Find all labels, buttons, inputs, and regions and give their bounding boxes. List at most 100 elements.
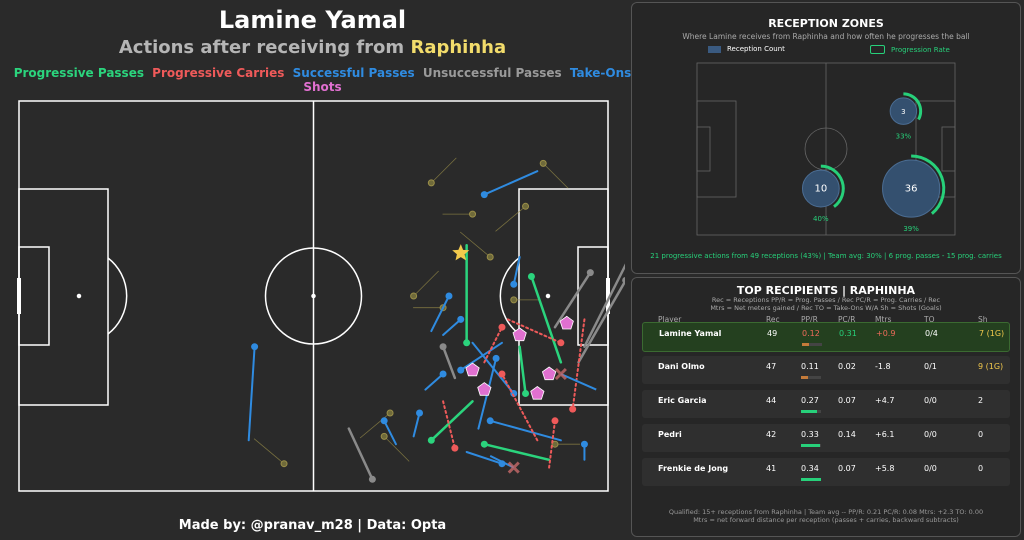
successful-pass-line [383, 419, 397, 446]
progressive-pass-end [522, 390, 530, 397]
zone-rate-label: 40% [813, 215, 829, 223]
shot-marker [465, 362, 480, 377]
zones-legend-rate: Progression Rate [870, 45, 950, 54]
zones-pitch: 3 33% 10 40% 36 39% [696, 62, 956, 236]
centre-spot [311, 293, 316, 299]
cell-to: 0/0 [924, 396, 937, 405]
reception-point [280, 460, 288, 468]
reception-point [386, 409, 394, 417]
ppr-bar-fill [801, 478, 821, 481]
unsuccessful-pass-line [583, 263, 625, 348]
recipients-footer-1: Qualified: 15+ receptions from Raphinha … [668, 508, 984, 516]
cell-pcr: 0.07 [838, 464, 856, 473]
cell-to: 0/4 [925, 329, 938, 338]
col-to: TO [924, 315, 935, 324]
cell-player: Lamine Yamal [659, 329, 722, 338]
cell-rec: 44 [766, 396, 777, 405]
cell-player: Pedri [658, 430, 682, 439]
cell-sh: 2 [978, 396, 984, 405]
ppr-bar-fill [801, 376, 808, 379]
recipients-note-1: Rec = Receptions PP/R = Prog. Passes / R… [711, 296, 941, 304]
successful-pass-line [247, 345, 256, 442]
cell-mtrs: -1.8 [875, 362, 891, 371]
unsuccessful-pass-end [586, 269, 594, 277]
cell-ppr: 0.34 [801, 464, 819, 473]
shot-marker [477, 382, 492, 396]
successful-pass-end [445, 292, 453, 300]
ppr-bar-fill [802, 343, 810, 346]
progressive-carry-line [500, 373, 539, 442]
progressive-carry-line [571, 318, 586, 411]
unsuccessful-pass-line [577, 279, 625, 364]
zone-bubble [889, 97, 918, 125]
cell-sh: 0 [978, 430, 984, 439]
progressive-pass-line [518, 345, 527, 395]
reception-line [542, 163, 569, 189]
cell-mtrs: +6.1 [875, 430, 895, 439]
progressive-carry-line [506, 318, 562, 344]
zones-summary: 21 progressive actions from 49 reception… [650, 252, 1002, 260]
legend-take-ons: Take-Ons [569, 66, 632, 80]
reception-zones-panel: RECEPTION ZONES Where Lamine receives fr… [631, 2, 1021, 274]
subtitle-highlight: Raphinha [410, 37, 507, 58]
unsuccessful-pass-end [622, 276, 625, 284]
unsuccessful-pass-line [347, 427, 374, 481]
progressive-carry-end [498, 323, 506, 331]
successful-pass-line [483, 170, 539, 196]
cell-ppr: 0.33 [801, 430, 819, 439]
successful-pass-line [465, 451, 503, 465]
cell-player: Dani Olmo [658, 362, 705, 371]
cell-sh: 0 [978, 464, 984, 473]
successful-pass-line [430, 295, 450, 333]
cell-sh: 7 (1G) [979, 329, 1005, 338]
zone-count-label: 10 [814, 184, 827, 195]
zone-rate-arc [820, 164, 845, 208]
progressive-carry-line [442, 400, 456, 450]
reception-point [510, 296, 518, 304]
cell-mtrs: +0.9 [876, 329, 896, 338]
take-on-cross [554, 367, 567, 381]
reception-point [486, 253, 494, 261]
progressive-carry-end [451, 444, 459, 452]
shot-marker [541, 366, 557, 381]
centre-circle [264, 247, 363, 345]
zones-legend-count: Reception Count [708, 45, 785, 53]
reception-point [469, 210, 477, 218]
cell-rec: 41 [766, 464, 777, 473]
pitch-chart [17, 100, 625, 492]
cell-pcr: 0.14 [838, 430, 856, 439]
progressive-pass-line [530, 275, 563, 364]
unsuccessful-pass-line [441, 345, 457, 380]
reception-line [383, 436, 410, 462]
take-on-line [560, 373, 597, 391]
cell-to: 0/0 [924, 464, 937, 473]
cell-player: Frenkie de Jong [658, 464, 729, 473]
reception-point [522, 202, 530, 210]
progressive-pass-end [427, 436, 435, 444]
ppr-bar-track [802, 343, 822, 346]
progressive-carry-line [483, 326, 503, 364]
table-row: Dani Olmo 47 0.11 0.02 -1.8 0/1 9 (1G) [642, 356, 1010, 384]
legend-prog-passes: Progressive Passes [13, 66, 144, 80]
recipients-title: TOP RECIPIENTS | RAPHINHA [736, 284, 916, 297]
col-ppr: PP/R [801, 315, 818, 324]
ppr-bar-fill [801, 444, 821, 447]
progressive-carry-end [557, 339, 565, 347]
progressive-pass-end [527, 273, 535, 280]
progressive-carry-end [569, 405, 577, 413]
right-penalty-arc [499, 257, 520, 335]
zones-right-six [941, 126, 956, 172]
cell-mtrs: +4.7 [875, 396, 895, 405]
zones-left-six [696, 126, 711, 172]
zones-legend-rate-label: Progression Rate [891, 45, 950, 54]
successful-pass-line [412, 412, 421, 438]
progressive-carry-line [548, 419, 556, 469]
zone-bubble [801, 169, 840, 208]
successful-pass-line [489, 419, 562, 442]
successful-pass-end [457, 315, 465, 323]
successful-pass-line [442, 318, 462, 336]
col-rec: Rec [766, 315, 780, 324]
reception-line [431, 157, 457, 184]
page-subtitle: Actions after receiving from Raphinha [0, 37, 625, 58]
cell-pcr: 0.02 [838, 362, 856, 371]
